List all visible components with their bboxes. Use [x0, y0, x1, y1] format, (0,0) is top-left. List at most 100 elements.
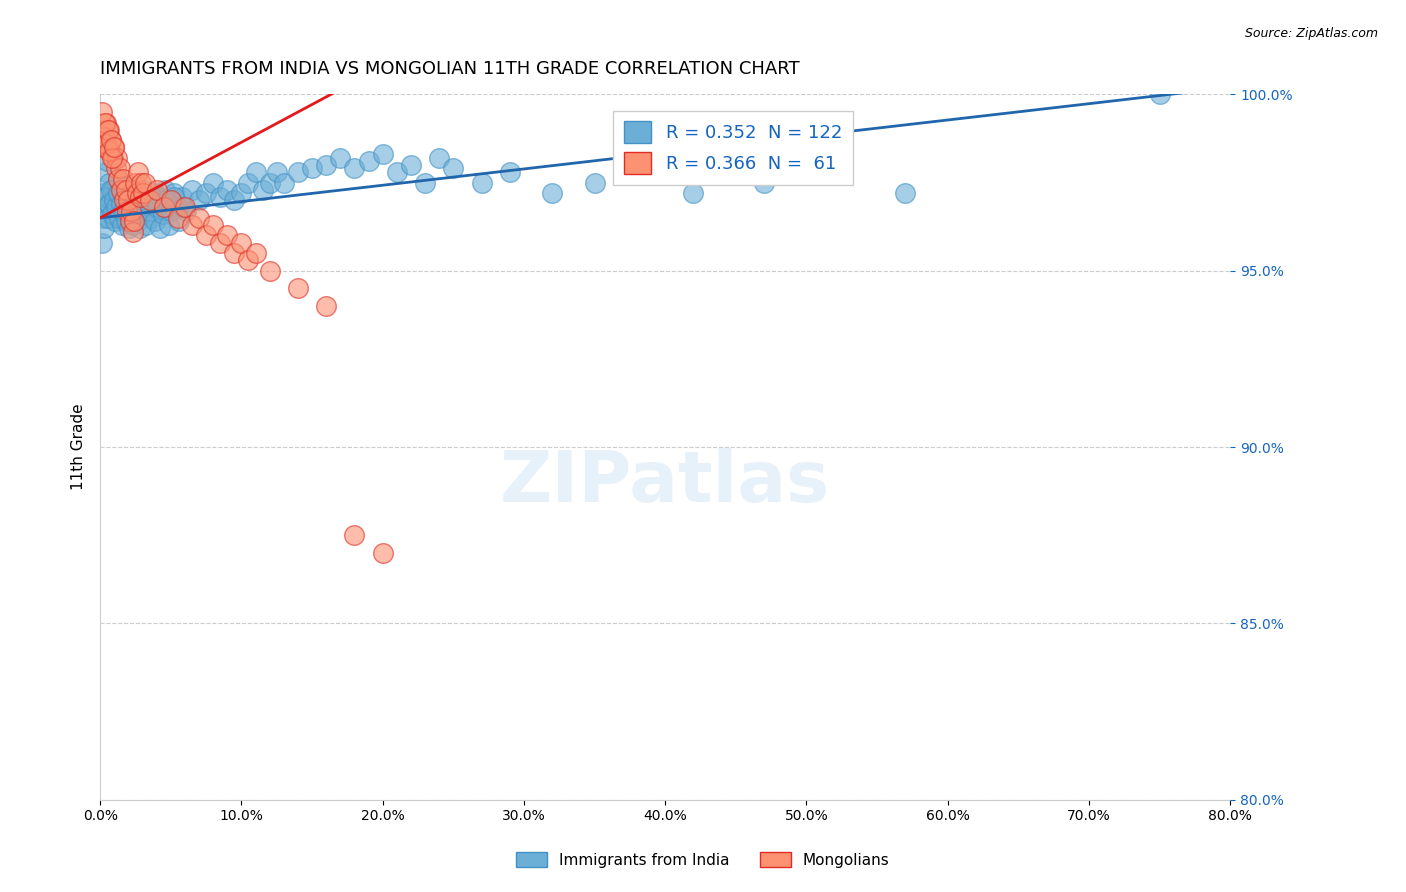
Point [101, 207, 124, 221]
Point [103, 140, 125, 154]
Point [181, 218, 204, 232]
Point [104, 190, 127, 204]
Point [108, 186, 131, 201]
Point [224, 193, 246, 207]
Point [94, 200, 117, 214]
Point [139, 211, 162, 225]
Point [181, 183, 204, 197]
Point [153, 183, 176, 197]
Point [110, 196, 132, 211]
Point [91, 211, 114, 225]
Legend: Immigrants from India, Mongolians: Immigrants from India, Mongolians [509, 844, 897, 875]
Point [138, 193, 160, 207]
Point [315, 158, 337, 172]
Point [98, 200, 121, 214]
Point [90, 140, 112, 154]
Point [141, 190, 163, 204]
Point [125, 186, 148, 201]
Point [150, 203, 173, 218]
Point [96, 190, 118, 204]
Point [131, 186, 153, 201]
Point [202, 218, 225, 232]
Point [91, 235, 114, 250]
Point [108, 161, 131, 176]
Point [103, 196, 125, 211]
Point [93, 221, 115, 235]
Point [100, 133, 122, 147]
Point [173, 200, 195, 214]
Point [148, 190, 170, 204]
Point [107, 172, 129, 186]
Text: Source: ZipAtlas.com: Source: ZipAtlas.com [1244, 27, 1378, 40]
Point [824, 165, 846, 179]
Point [470, 176, 492, 190]
Point [111, 172, 134, 186]
Point [188, 193, 211, 207]
Point [541, 186, 564, 201]
Point [101, 151, 124, 165]
Point [136, 193, 159, 207]
Point [127, 186, 149, 201]
Point [682, 186, 704, 201]
Point [626, 165, 648, 179]
Point [202, 176, 225, 190]
Point [146, 200, 169, 214]
Point [121, 183, 143, 197]
Point [159, 193, 181, 207]
Point [217, 228, 239, 243]
Point [287, 281, 309, 295]
Point [163, 190, 186, 204]
Point [98, 196, 121, 211]
Point [143, 214, 166, 228]
Point [371, 147, 394, 161]
Point [124, 193, 146, 207]
Point [125, 190, 148, 204]
Point [132, 193, 155, 207]
Point [97, 211, 120, 225]
Point [118, 211, 141, 225]
Point [94, 165, 117, 179]
Point [170, 190, 193, 204]
Point [112, 203, 135, 218]
Point [93, 129, 115, 144]
Point [499, 165, 522, 179]
Point [124, 176, 146, 190]
Point [166, 211, 188, 225]
Point [98, 144, 121, 158]
Point [96, 136, 118, 151]
Point [114, 183, 136, 197]
Text: ZIPatlas: ZIPatlas [501, 448, 831, 516]
Point [127, 165, 149, 179]
Point [135, 218, 157, 232]
Point [134, 200, 156, 214]
Point [114, 203, 136, 218]
Point [98, 144, 121, 158]
Point [103, 140, 125, 154]
Point [120, 190, 142, 204]
Point [131, 207, 153, 221]
Point [94, 115, 117, 129]
Point [301, 161, 323, 176]
Point [209, 235, 232, 250]
Point [110, 183, 132, 197]
Point [131, 183, 153, 197]
Point [166, 200, 188, 214]
Point [117, 193, 139, 207]
Point [93, 186, 115, 201]
Point [357, 154, 380, 169]
Point [120, 207, 142, 221]
Point [427, 151, 450, 165]
Point [138, 203, 160, 218]
Point [125, 207, 148, 221]
Point [129, 190, 152, 204]
Point [413, 176, 436, 190]
Point [91, 122, 114, 136]
Point [245, 165, 267, 179]
Point [343, 161, 366, 176]
Point [266, 165, 288, 179]
Point [167, 214, 190, 228]
Point [97, 176, 120, 190]
Point [160, 203, 183, 218]
Point [121, 225, 143, 239]
Point [583, 176, 606, 190]
